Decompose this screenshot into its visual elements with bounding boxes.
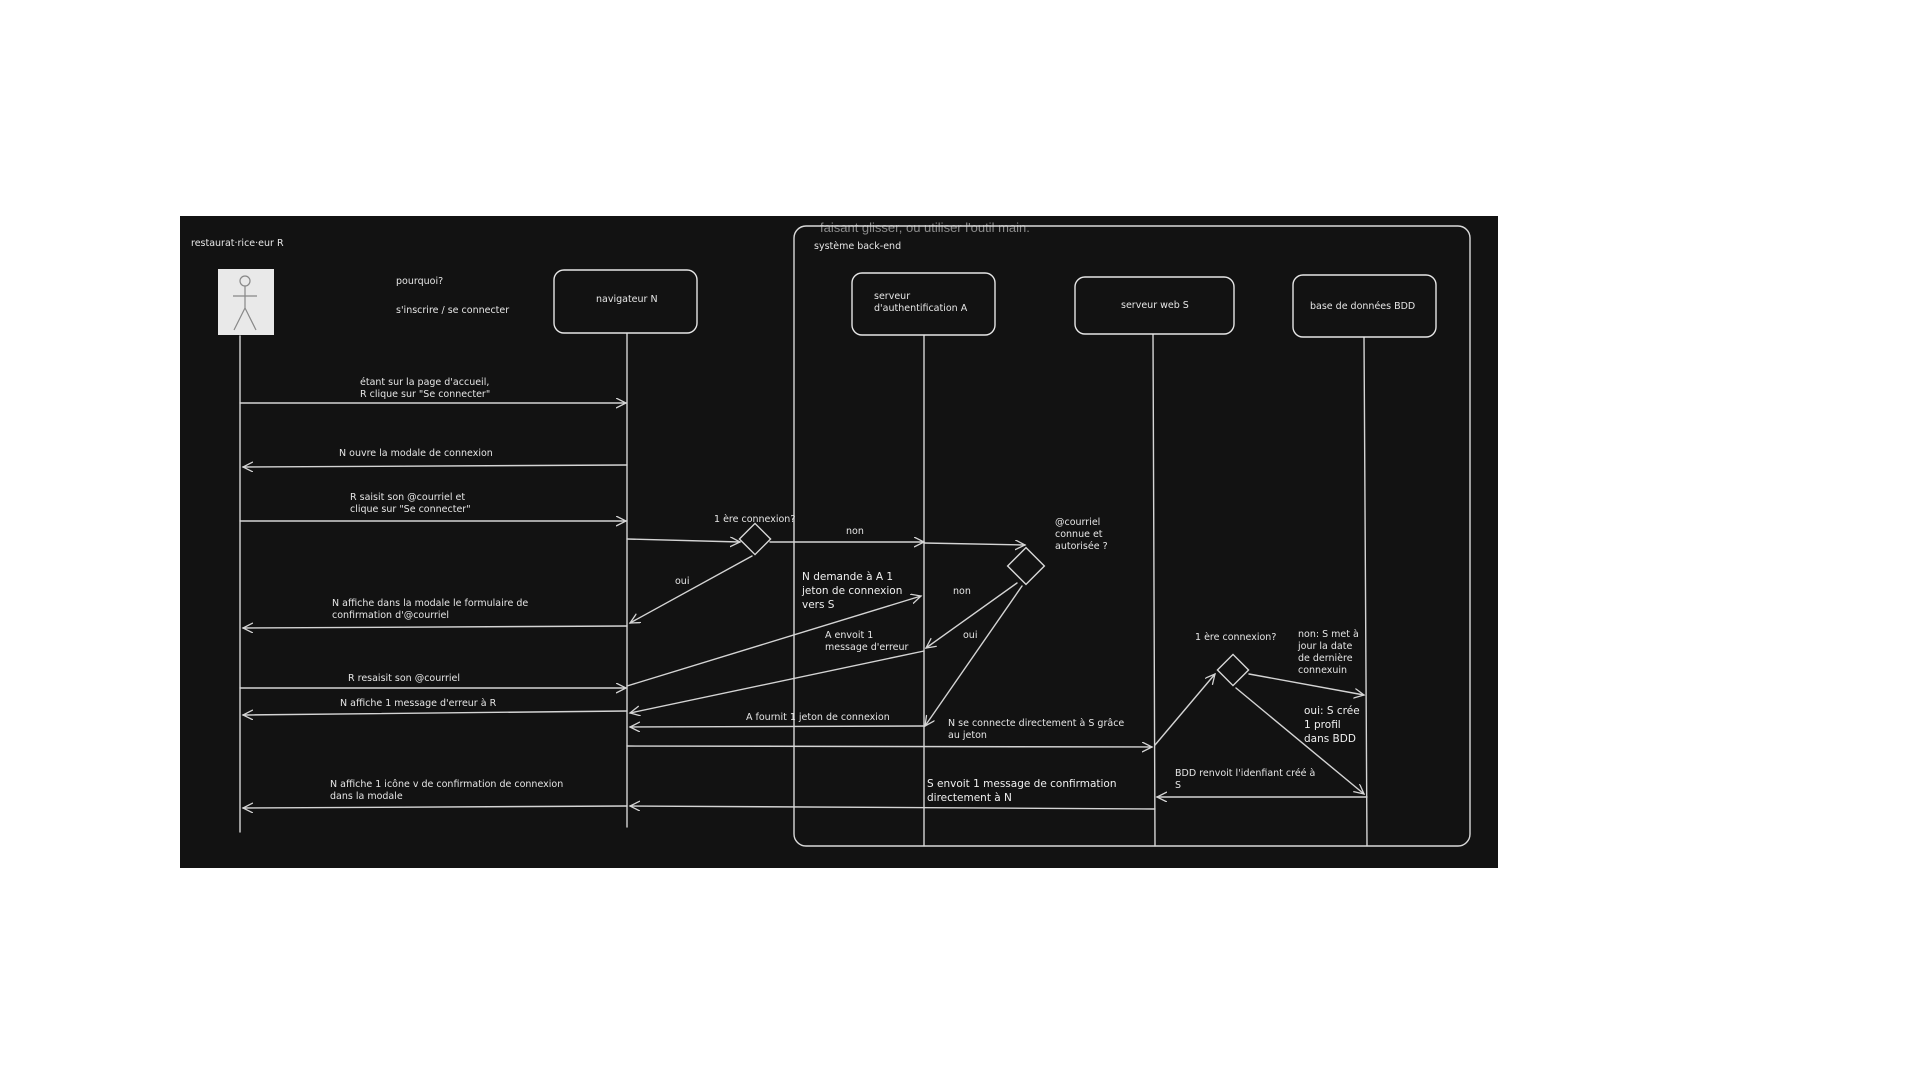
label-token-provided: A fournit 1 jeton de connexion — [746, 712, 890, 723]
decision-3-label: 1 ère connexion? — [1195, 632, 1276, 643]
backend-group-frame — [793, 225, 1471, 847]
arrow-to-decision-3 — [1154, 674, 1215, 746]
arrow-decision-3-non — [1248, 673, 1364, 695]
label-decision-1-oui: oui — [675, 576, 689, 587]
arrow-decision-2-oui — [925, 585, 1023, 726]
note-purpose: s'inscrire / se connecter — [396, 305, 509, 316]
label-decision-1-non: non — [846, 526, 864, 537]
arrow-web-confirmation — [630, 806, 1156, 809]
message-label-success: N affiche 1 icône v de confirmation de c… — [330, 779, 566, 802]
actor-label: restaurat·rice·eur R — [191, 238, 284, 249]
arrow-connect-web — [626, 746, 1152, 747]
arrow-to-decision-1 — [626, 539, 740, 542]
decision-3-diamond — [1216, 653, 1250, 687]
decision-1-label: 1 ère connexion? — [714, 514, 795, 525]
message-label-retype: R resaisit son @courriel — [348, 673, 460, 684]
message-arrow-error — [243, 711, 628, 715]
message-arrow-confirm-form — [243, 626, 628, 628]
participant-navigateur: navigateur N — [553, 269, 698, 334]
note-question: pourquoi? — [396, 276, 443, 287]
decision-2-diamond — [1006, 546, 1046, 586]
label-web-confirmation: S envoit 1 message de confirmation direc… — [927, 778, 1120, 804]
participant-database-label: base de données BDD — [1310, 301, 1415, 312]
participant-auth-server-label: serveur d'authentification A — [874, 291, 968, 314]
lifeline-web — [1152, 332, 1156, 847]
decision-1-diamond — [738, 522, 772, 556]
label-decision-3-oui: oui: S crée 1 profil dans BDD — [1304, 705, 1363, 745]
message-label-2: N ouvre la modale de connexion — [339, 448, 493, 459]
message-label-3: R saisit son @courriel et clique sur "Se… — [350, 492, 471, 515]
message-label-error: N affiche 1 message d'erreur à R — [340, 698, 497, 709]
participant-navigateur-label: navigateur N — [596, 294, 658, 305]
message-label-1: étant sur la page d'accueil, R clique su… — [360, 377, 492, 400]
message-label-confirm-form: N affiche dans la modale le formulaire d… — [332, 598, 531, 621]
label-token-request: N demande à A 1 jeton de connexion vers … — [801, 571, 906, 611]
decision-2-label: @courriel connue et autorisée ? — [1055, 517, 1108, 552]
label-bdd-return: BDD renvoit l'idenfiant créé à S — [1175, 768, 1318, 791]
label-connect-web: N se connecte directement à S grâce au j… — [948, 718, 1127, 741]
label-decision-2-non: non — [953, 586, 971, 597]
message-arrow-2 — [243, 465, 628, 467]
arrow-decision-3-oui — [1235, 687, 1364, 794]
label-decision-2-oui: oui — [963, 630, 977, 641]
participant-web-server-label: serveur web S — [1121, 300, 1189, 311]
arrow-decision-1-oui — [630, 555, 753, 624]
message-arrow-success — [243, 806, 628, 808]
arrow-token-request — [626, 596, 921, 687]
overlay-hint: faisant glisser, ou utiliser l'outil mai… — [820, 220, 1030, 235]
participant-web-server: serveur web S — [1074, 276, 1235, 335]
arrow-auth-error — [630, 650, 925, 713]
arrow-token-provided — [630, 726, 925, 727]
label-auth-error: A envoit 1 message d'erreur — [825, 630, 909, 653]
arrow-decision-2-non — [926, 582, 1018, 648]
lifeline-bdd — [1363, 335, 1368, 847]
backend-group-label: système back-end — [814, 241, 901, 252]
participant-database: base de données BDD — [1292, 274, 1437, 338]
label-decision-3-non: non: S met à jour la date de dernière co… — [1297, 629, 1362, 676]
participant-auth-server: serveur d'authentification A — [851, 272, 996, 336]
stick-figure-icon — [218, 269, 274, 335]
arrow-to-decision-2 — [923, 543, 1025, 545]
